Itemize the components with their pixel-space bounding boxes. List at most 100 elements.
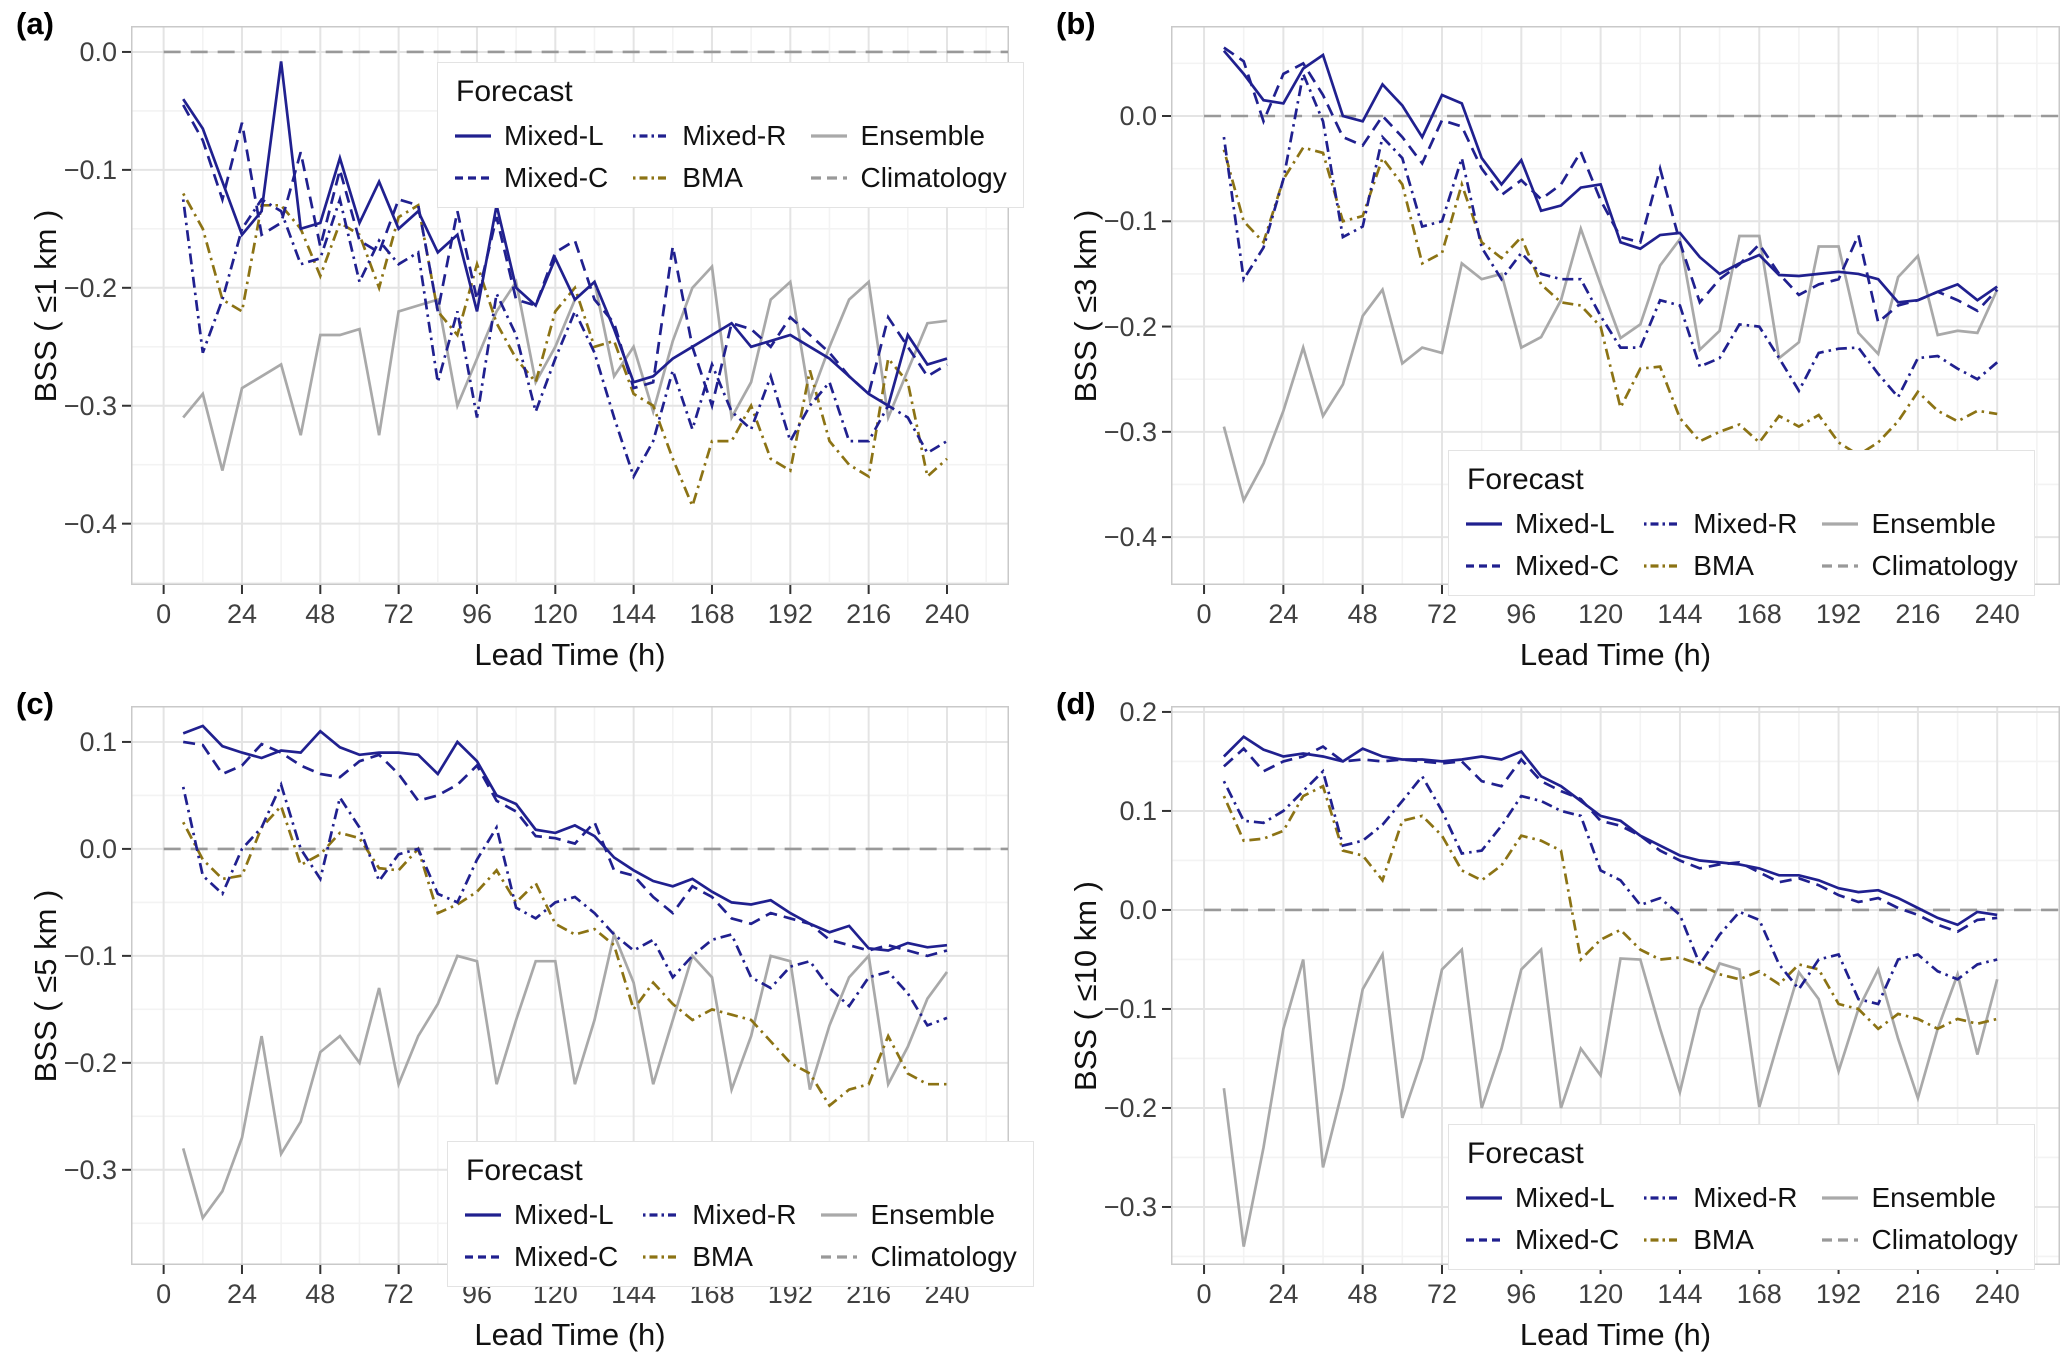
legend-key-mixed-c-line <box>455 176 491 180</box>
series-line-mixed-r <box>1222 69 1999 400</box>
x-tick-label: 96 <box>461 599 492 629</box>
legend-key-climatology-line <box>811 176 848 180</box>
legend-item-bma: BMA <box>1643 1223 1797 1257</box>
x-tick-label: 96 <box>1506 1279 1537 1309</box>
legend-key-mixed-l-line <box>455 134 491 138</box>
x-tick-label: 240 <box>1974 599 2020 629</box>
x-tick-label: 120 <box>1578 1279 1624 1309</box>
x-tick-label: 24 <box>1268 1279 1299 1309</box>
legend-panel-c: Forecast Mixed-L Mixed-C Mixed-R BMA Ensemble… <box>447 1141 1034 1287</box>
series-line-mixed-l <box>182 61 948 408</box>
legend-title: Forecast <box>456 75 573 108</box>
x-tick-label: 144 <box>611 599 657 629</box>
legend-item-mixed-r: Mixed-R <box>1643 1181 1797 1215</box>
x-tick-label: 168 <box>689 599 735 629</box>
x-tick-label: 192 <box>1816 599 1862 629</box>
legend-key-climatology-line <box>821 1255 858 1259</box>
x-axis-title: Lead Time (h) <box>474 1317 666 1352</box>
legend-item-ensemble: Ensemble <box>1821 507 2017 541</box>
x-tick-label: 120 <box>532 599 578 629</box>
y-axis-title-a: BSS ( ≤1 km ) <box>28 209 63 402</box>
legend-column: Ensemble Climatology <box>820 1198 1017 1274</box>
legend-label-mixed-c: Mixed-C <box>504 162 609 193</box>
legend-label-ensemble: Ensemble <box>1871 1182 1996 1213</box>
legend-label-mixed-l: Mixed-L <box>1515 1182 1615 1213</box>
legend-item-ensemble: Ensemble <box>1821 1181 2017 1215</box>
legend-key-ensemble-line <box>811 134 848 138</box>
panel-tag-b: (b) <box>1056 6 1096 41</box>
x-tick-label: 72 <box>383 1279 414 1309</box>
y-tick-label: −0.2 <box>1103 1092 1157 1123</box>
y-tick-label: −0.4 <box>1103 522 1157 553</box>
legend-label-bma: BMA <box>692 1241 753 1272</box>
legend-item-mixed-l: Mixed-L <box>464 1198 618 1232</box>
y-tick-label: −0.3 <box>1103 1191 1157 1222</box>
legend-label-climatology: Climatology <box>1871 1224 2018 1255</box>
x-axis-title: Lead Time (h) <box>1519 1317 1712 1352</box>
legend-key-ensemble-line <box>1822 1196 1859 1200</box>
legend-key-mixed-l-line <box>1466 1196 1502 1200</box>
series-line-ensemble <box>181 930 949 1221</box>
y-tick-label: −0.3 <box>63 1154 117 1185</box>
legend-key-ensemble-line <box>821 1213 858 1217</box>
legend-label-ensemble: Ensemble <box>860 120 985 151</box>
series-line-mixed-l <box>182 724 948 952</box>
legend-item-bma: BMA <box>642 1240 796 1274</box>
legend-key-mixed-c-line <box>1466 1238 1502 1242</box>
legend-label-climatology: Climatology <box>1871 550 2018 581</box>
legend-panel-b: Forecast Mixed-L Mixed-C Mixed-R BMA Ensemble… <box>1448 450 2035 596</box>
legend-key-mixed-l-line <box>1466 522 1502 526</box>
x-tick-label: 48 <box>1347 599 1378 629</box>
legend-label-ensemble: Ensemble <box>870 1199 995 1230</box>
y-tick-label: −0.1 <box>1103 993 1157 1024</box>
legend-key-bma-line <box>1644 1238 1681 1242</box>
legend-title: Forecast <box>466 1154 583 1187</box>
y-tick-label: 0.1 <box>79 726 117 757</box>
series-line-mixed-l <box>1222 734 1998 927</box>
series-line-bma <box>1222 784 1998 1031</box>
legend-column: Mixed-L Mixed-C <box>454 119 608 195</box>
series-line-bma <box>182 192 948 511</box>
y-axis-title-d: BSS ( ≤10 km ) <box>1068 880 1103 1091</box>
legend-item-bma: BMA <box>1643 549 1797 583</box>
legend-key-bma-line <box>633 176 670 180</box>
x-tick-label: 240 <box>924 599 970 629</box>
x-tick-label: 72 <box>1426 599 1458 629</box>
legend-item-climatology: Climatology <box>1821 549 2018 583</box>
x-tick-label: 192 <box>1816 1279 1862 1309</box>
x-tick-label: 48 <box>1347 1279 1378 1309</box>
legend-key-mixed-r-line <box>1644 522 1681 526</box>
series-line-ensemble <box>1222 224 1999 504</box>
legend-column: Mixed-R BMA <box>632 119 786 195</box>
legend-key-mixed-c-line <box>465 1255 501 1259</box>
legend-label-mixed-c: Mixed-C <box>514 1241 619 1272</box>
series-line-mixed-c <box>1223 46 1999 325</box>
legend-entries: Mixed-L Mixed-C Mixed-R BMA Ensemble Climatol… <box>454 119 1007 195</box>
y-tick-label: 0.0 <box>1119 101 1157 131</box>
panel-border <box>131 26 1009 585</box>
y-tick-label: 0.2 <box>1119 696 1157 727</box>
legend-key-ensemble-line <box>1822 522 1859 526</box>
series-line-mixed-r <box>181 780 948 1028</box>
legend-key-climatology-line <box>1822 1238 1859 1242</box>
legend-label-bma: BMA <box>682 162 743 193</box>
x-tick-label: 72 <box>1426 1279 1458 1309</box>
legend-key-mixed-r-line <box>643 1213 680 1217</box>
legend-label-mixed-c: Mixed-C <box>1515 1224 1620 1255</box>
legend-key-bma-line <box>643 1255 680 1259</box>
panel-tag-d: (d) <box>1056 686 1096 721</box>
legend-item-bma: BMA <box>632 161 786 195</box>
y-tick-label: −0.4 <box>63 508 117 539</box>
series-line-mixed-r <box>1222 768 1998 1006</box>
y-tick-label: 0.0 <box>79 36 117 67</box>
legend-item-mixed-l: Mixed-L <box>1465 1181 1619 1215</box>
x-tick-label: 0 <box>1196 599 1212 629</box>
x-tick-label: 0 <box>156 1279 172 1309</box>
legend-label-mixed-r: Mixed-R <box>692 1199 797 1230</box>
legend-label-bma: BMA <box>1693 550 1754 581</box>
x-tick-label: 24 <box>1268 599 1299 629</box>
y-tick-label: 0.0 <box>1119 894 1157 925</box>
legend-column: Mixed-R BMA <box>1643 1181 1797 1257</box>
y-tick-label: −0.1 <box>63 154 117 185</box>
